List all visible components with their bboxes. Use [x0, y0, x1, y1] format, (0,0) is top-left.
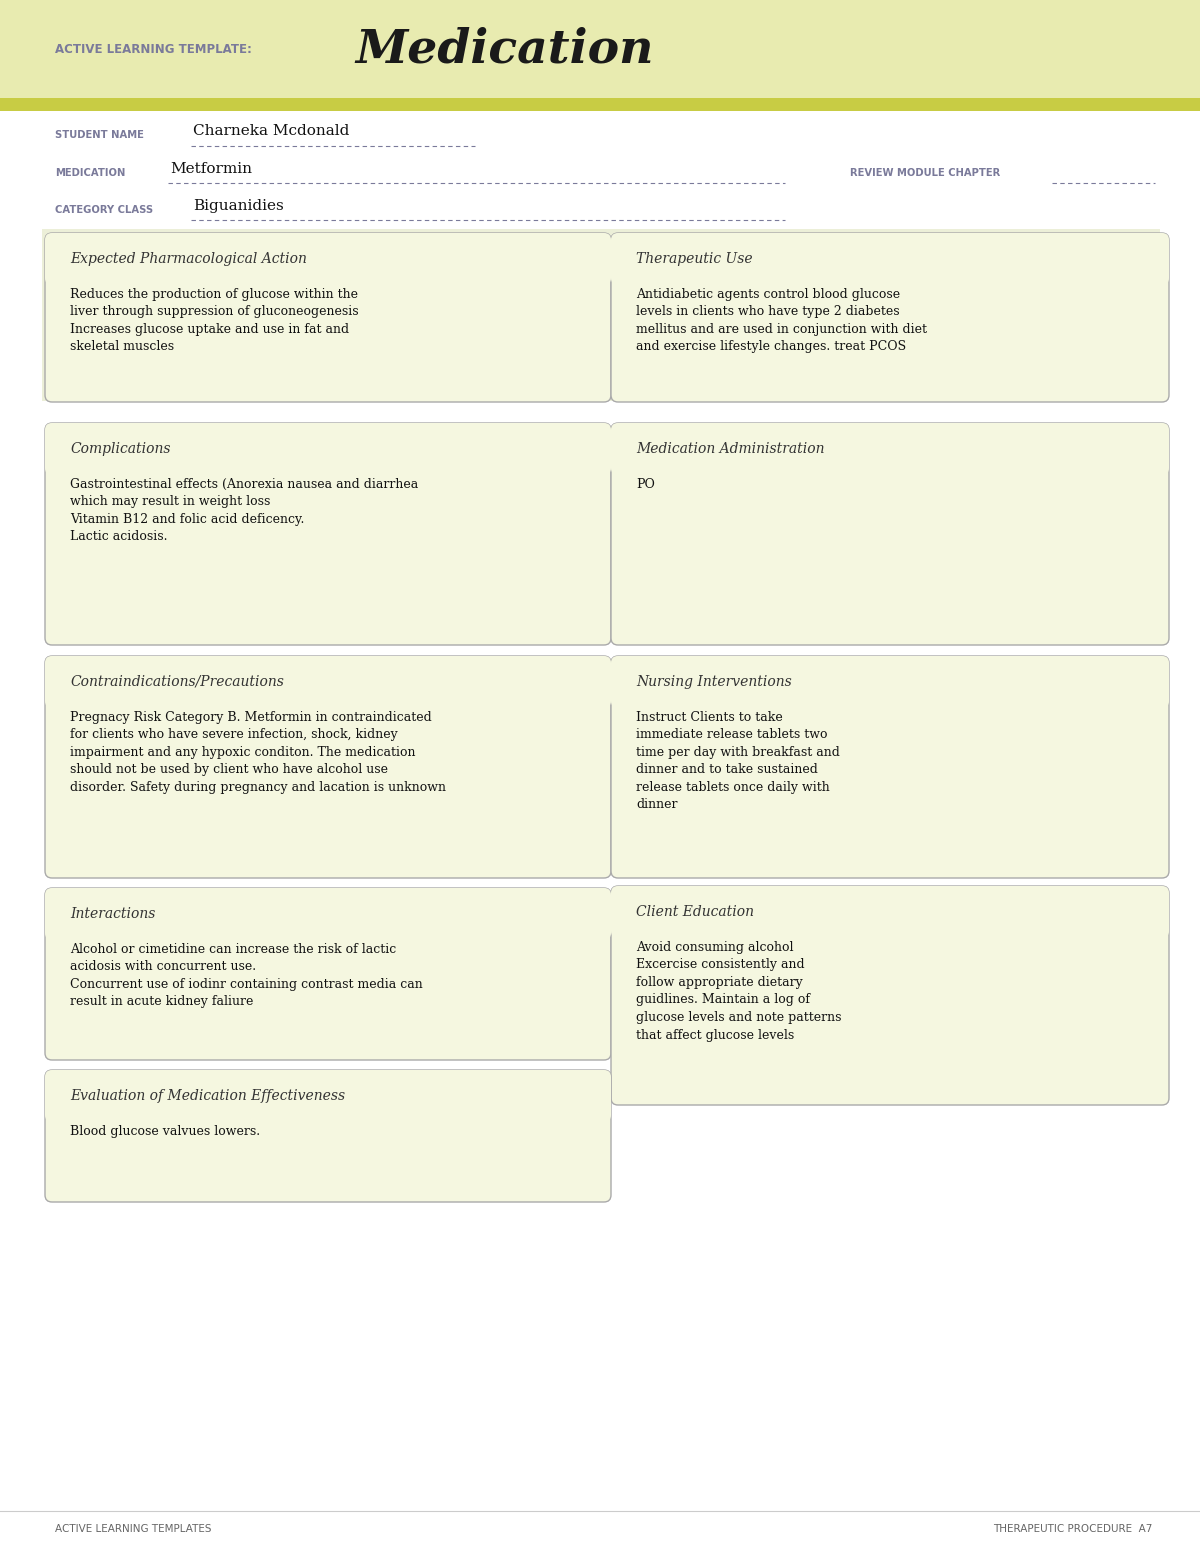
Text: Client Education: Client Education [636, 905, 754, 919]
FancyBboxPatch shape [611, 233, 1169, 402]
FancyBboxPatch shape [46, 233, 611, 286]
Text: REVIEW MODULE CHAPTER: REVIEW MODULE CHAPTER [850, 168, 1001, 179]
Text: Pregnacy Risk Category B. Metformin in contraindicated
for clients who have seve: Pregnacy Risk Category B. Metformin in c… [70, 711, 446, 794]
Text: Complications: Complications [70, 443, 170, 457]
Bar [0, 0, 1200, 99]
Text: ACTIVE LEARNING TEMPLATE:: ACTIVE LEARNING TEMPLATE: [55, 43, 252, 56]
FancyBboxPatch shape [611, 233, 1169, 286]
Text: ACTIVE LEARNING TEMPLATES: ACTIVE LEARNING TEMPLATES [55, 1523, 211, 1534]
Text: Charneka Mcdonald: Charneka Mcdonald [193, 124, 349, 138]
Text: PURPOSE OF MEDICATION: PURPOSE OF MEDICATION [60, 239, 232, 253]
Bar [42, 228, 1160, 401]
FancyBboxPatch shape [611, 422, 1169, 475]
FancyBboxPatch shape [46, 233, 611, 402]
Text: Contraindications/Precautions: Contraindications/Precautions [70, 676, 284, 690]
Text: Therapeutic Use: Therapeutic Use [636, 252, 752, 266]
FancyBboxPatch shape [46, 888, 611, 940]
Bar [0, 98, 1200, 110]
Text: CATEGORY CLASS: CATEGORY CLASS [55, 205, 154, 214]
Text: STUDENT NAME: STUDENT NAME [55, 130, 144, 140]
Text: Blood glucose valvues lowers.: Blood glucose valvues lowers. [70, 1124, 260, 1138]
FancyBboxPatch shape [46, 422, 611, 475]
FancyBboxPatch shape [611, 887, 1169, 938]
Text: THERAPEUTIC PROCEDURE  A7: THERAPEUTIC PROCEDURE A7 [992, 1523, 1152, 1534]
Text: Interactions: Interactions [70, 907, 155, 921]
FancyBboxPatch shape [611, 887, 1169, 1106]
Text: Avoid consuming alcohol
Excercise consistently and
follow appropriate dietary
gu: Avoid consuming alcohol Excercise consis… [636, 941, 841, 1042]
FancyBboxPatch shape [46, 1070, 611, 1121]
Text: Metformin: Metformin [170, 162, 252, 175]
Text: Medication Administration: Medication Administration [636, 443, 824, 457]
Text: Nursing Interventions: Nursing Interventions [636, 676, 792, 690]
Text: Gastrointestinal effects (Anorexia nausea and diarrhea
which may result in weigh: Gastrointestinal effects (Anorexia nause… [70, 478, 419, 544]
FancyBboxPatch shape [46, 655, 611, 708]
FancyBboxPatch shape [611, 655, 1169, 708]
Text: MEDICATION: MEDICATION [55, 168, 125, 179]
Text: Evaluation of Medication Effectiveness: Evaluation of Medication Effectiveness [70, 1089, 346, 1103]
FancyBboxPatch shape [611, 655, 1169, 877]
Text: Biguanidies: Biguanidies [193, 199, 283, 213]
FancyBboxPatch shape [46, 888, 611, 1061]
Text: Instruct Clients to take
immediate release tablets two
time per day with breakfa: Instruct Clients to take immediate relea… [636, 711, 840, 812]
FancyBboxPatch shape [46, 1070, 611, 1202]
FancyBboxPatch shape [46, 655, 611, 877]
FancyBboxPatch shape [46, 422, 611, 644]
Text: PO: PO [636, 478, 655, 491]
Text: Reduces the production of glucose within the
liver through suppression of glucon: Reduces the production of glucose within… [70, 287, 359, 354]
Text: Expected Pharmacological Action: Expected Pharmacological Action [70, 252, 307, 266]
Text: Medication: Medication [355, 26, 654, 73]
FancyBboxPatch shape [611, 422, 1169, 644]
Text: Alcohol or cimetidine can increase the risk of lactic
acidosis with concurrent u: Alcohol or cimetidine can increase the r… [70, 943, 422, 1008]
Text: Antidiabetic agents control blood glucose
levels in clients who have type 2 diab: Antidiabetic agents control blood glucos… [636, 287, 928, 354]
